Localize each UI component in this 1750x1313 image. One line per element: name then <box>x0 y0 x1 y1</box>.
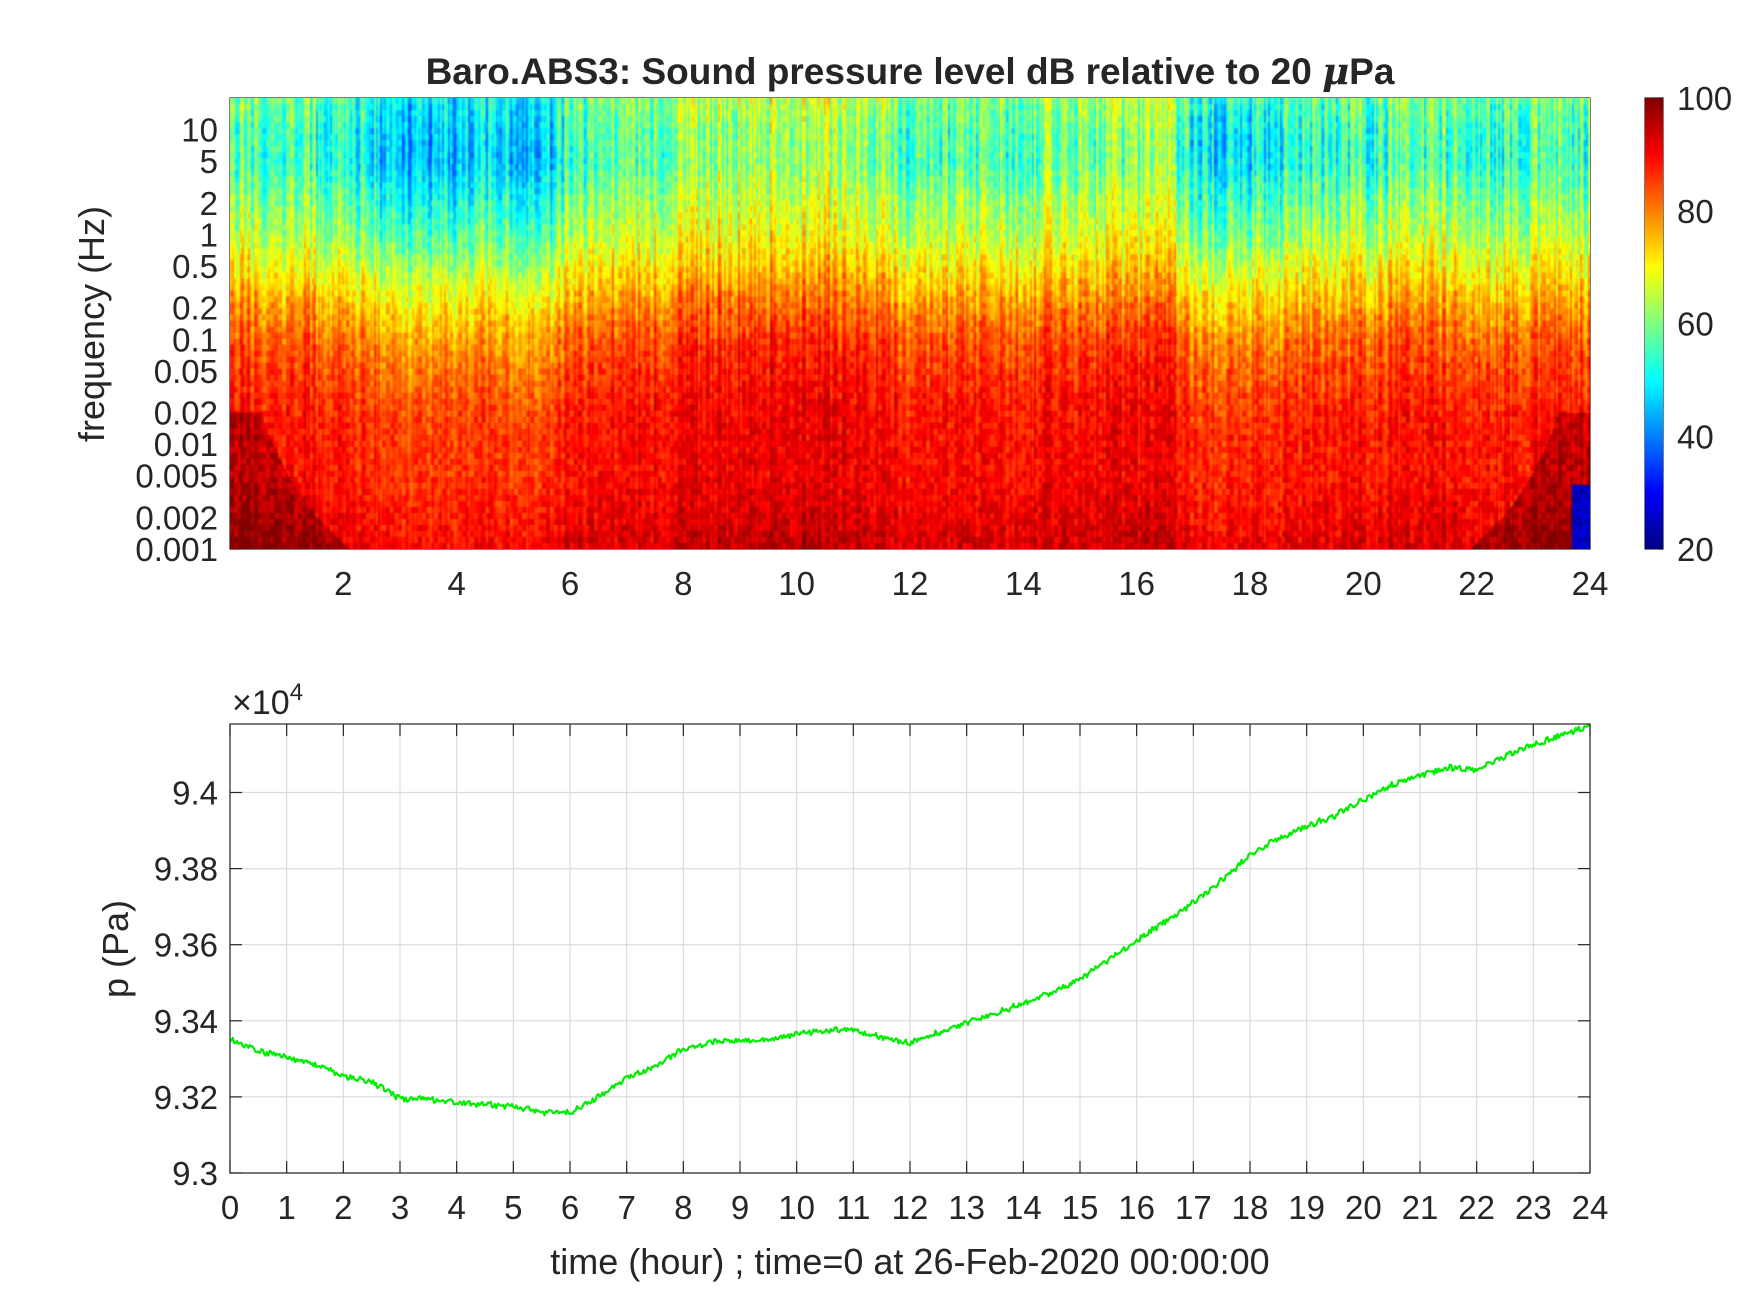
spectrogram-y-tick-label: 1 <box>200 216 218 253</box>
pressure-x-tick-label: 17 <box>1175 1189 1212 1226</box>
pressure-line <box>229 723 1591 1117</box>
pressure-x-tick-label: 16 <box>1118 1189 1155 1226</box>
title-mu: μ <box>1322 49 1349 93</box>
pressure-x-tick-label: 18 <box>1232 1189 1269 1226</box>
pressure-x-tick-label: 21 <box>1402 1189 1439 1226</box>
colorbar-tick-label: 100 <box>1677 80 1732 117</box>
pressure-x-tick-label: 4 <box>447 1189 465 1226</box>
spectrogram-x-tick-label: 10 <box>778 565 815 602</box>
spectrogram-y-tick-label: 0.05 <box>154 353 218 390</box>
spectrogram-y-tick-label: 0.1 <box>172 321 218 358</box>
spectrogram-y-tick-label: 0.5 <box>172 248 218 285</box>
spectrogram-x-tick-label: 18 <box>1232 565 1269 602</box>
spectrogram-x-tick-label: 22 <box>1458 565 1495 602</box>
pressure-x-tick-label: 9 <box>731 1189 749 1226</box>
spectrogram-y-tick-label: 0.001 <box>135 531 218 568</box>
pressure-y-tick-label: 9.34 <box>154 1003 218 1040</box>
spectrogram-image <box>230 98 1590 549</box>
spectrogram-y-tick-label: 0.2 <box>172 290 218 327</box>
colorbar: 20 40 60 80 100 <box>1644 80 1732 568</box>
spectrogram-title: Baro.ABS3: Sound pressure level dB relat… <box>426 49 1395 93</box>
pressure-y-tick-label: 9.4 <box>172 774 218 811</box>
colorbar-ticks: 20 40 60 80 100 <box>1658 80 1732 568</box>
colorbar-gradient <box>1645 98 1663 549</box>
title-main: Baro.ABS3: Sound pressure level dB relat… <box>426 51 1323 92</box>
pressure-y-tick-label: 9.3 <box>172 1155 218 1192</box>
pressure-panel: 0 1 2 3 4 5 6 7 8 9 10 11 12 13 14 15 16 17 18 19 20 21 22 23 24… <box>95 679 1608 1282</box>
title-unit: Pa <box>1349 51 1395 92</box>
spectrogram-y-tick-label: 0.02 <box>154 395 218 432</box>
pressure-exponent: ×104 <box>232 679 303 722</box>
pressure-frame <box>229 723 1591 1174</box>
pressure-x-tick-label: 12 <box>892 1189 929 1226</box>
pressure-x-tick-label: 1 <box>277 1189 295 1226</box>
pressure-x-tick-label: 6 <box>561 1189 579 1226</box>
spectrogram-y-tick-label: 2 <box>200 185 218 222</box>
pressure-x-tick-label: 5 <box>504 1189 522 1226</box>
spectrogram-ylabel: frequency (Hz) <box>71 206 112 442</box>
spectrogram-x-tick-label: 16 <box>1118 565 1155 602</box>
pressure-x-tick-label: 23 <box>1515 1189 1552 1226</box>
pressure-x-tick-label: 19 <box>1288 1189 1325 1226</box>
spectrogram-x-tick-label: 6 <box>561 565 579 602</box>
pressure-ticks: 0 1 2 3 4 5 6 7 8 9 10 11 12 13 14 15 16 17 18 19 20 21 22 23 24… <box>154 724 1609 1226</box>
pressure-x-tick-label: 0 <box>221 1189 239 1226</box>
spectrogram-panel: Baro.ABS3: Sound pressure level dB relat… <box>71 49 1608 602</box>
pressure-x-tick-label: 15 <box>1062 1189 1099 1226</box>
spectrogram-x-ticks: 2 4 6 8 10 12 14 16 18 20 22 24 <box>334 539 1608 602</box>
spectrogram-x-tick-label: 20 <box>1345 565 1382 602</box>
pressure-x-tick-label: 10 <box>778 1189 815 1226</box>
pressure-x-tick-label: 2 <box>334 1189 352 1226</box>
pressure-x-tick-label: 22 <box>1458 1189 1495 1226</box>
colorbar-tick-label: 40 <box>1677 418 1714 455</box>
pressure-grid <box>229 724 1591 1174</box>
spectrogram-y-tick-label: 5 <box>200 143 218 180</box>
pressure-x-tick-label: 3 <box>391 1189 409 1226</box>
spectrogram-x-tick-label: 2 <box>334 565 352 602</box>
spectrogram-x-tick-label: 4 <box>447 565 465 602</box>
pressure-x-tick-label: 20 <box>1345 1189 1382 1226</box>
colorbar-tick-label: 80 <box>1677 193 1714 230</box>
spectrogram-y-tick-label: 0.002 <box>135 499 218 536</box>
spectrogram-x-tick-label: 12 <box>892 565 929 602</box>
pressure-y-tick-label: 9.38 <box>154 851 218 888</box>
pressure-x-tick-label: 24 <box>1572 1189 1609 1226</box>
spectrogram-y-tick-label: 0.005 <box>135 458 218 495</box>
pressure-x-tick-label: 8 <box>674 1189 692 1226</box>
pressure-x-tick-label: 11 <box>836 1189 870 1226</box>
spectrogram-y-tick-label: 0.01 <box>154 426 218 463</box>
pressure-xlabel: time (hour) ; time=0 at 26-Feb-2020 00:0… <box>550 1241 1269 1282</box>
spectrogram-x-tick-label: 14 <box>1005 565 1042 602</box>
spectrogram-x-tick-label: 8 <box>674 565 692 602</box>
spectrogram-y-tick-label: 10 <box>181 112 218 149</box>
pressure-series <box>229 723 1591 1117</box>
pressure-y-tick-label: 9.36 <box>154 927 218 964</box>
pressure-y-tick-label: 9.32 <box>154 1079 218 1116</box>
colorbar-tick-label: 60 <box>1677 306 1714 343</box>
pressure-ylabel: p (Pa) <box>95 900 136 998</box>
spectrogram-x-tick-label: 24 <box>1572 565 1609 602</box>
colorbar-tick-label: 20 <box>1677 531 1714 568</box>
pressure-x-tick-label: 7 <box>617 1189 635 1226</box>
pressure-x-tick-label: 13 <box>948 1189 985 1226</box>
pressure-x-tick-label: 14 <box>1005 1189 1042 1226</box>
